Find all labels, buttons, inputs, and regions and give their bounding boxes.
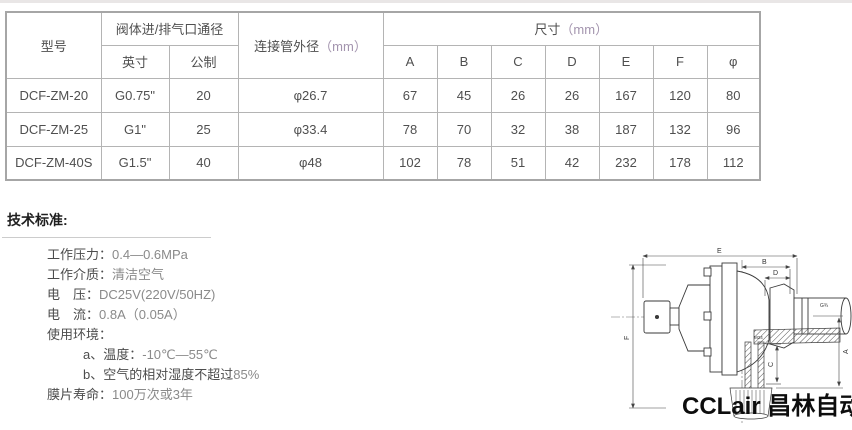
header-model: 型号 — [5, 11, 102, 79]
spec-current: 电 流：0.8A（0.05A） — [47, 307, 186, 322]
spec-humidity: b、空气的相对湿度不超过85% — [83, 367, 260, 382]
thread-labels: G¾ M24 — [754, 303, 829, 340]
cell-dim-d: 26 — [544, 77, 600, 113]
header-metric: 公制 — [168, 44, 239, 79]
cell-dim-e: 232 — [598, 145, 654, 181]
cell-dim-phi: 112 — [706, 145, 761, 181]
cell-dim-d: 38 — [544, 111, 600, 147]
header-dimensions: 尺寸（mm） — [382, 11, 761, 46]
tech-standards-heading: 技术标准: — [7, 212, 68, 228]
header-dim-f: F — [652, 44, 708, 79]
cell-dim-phi: 96 — [706, 111, 761, 147]
cell-pipe-od: φ33.4 — [237, 111, 384, 147]
header-dim-b: B — [436, 44, 492, 79]
cell-dim-a: 67 — [382, 77, 438, 113]
hatched-sections — [729, 327, 841, 420]
spec-working-pressure: 工作压力：0.4—0.6MPa — [47, 247, 188, 262]
thread-label-right: G¾ — [820, 303, 829, 309]
header-dim-e: E — [598, 44, 654, 79]
cell-dim-e: 167 — [598, 77, 654, 113]
cell-model: DCF-ZM-20 — [5, 77, 102, 113]
cell-metric: 20 — [168, 77, 239, 113]
spec-diaphragm-life: 膜片寿命：100万次或3年 — [47, 387, 193, 402]
cell-model: DCF-ZM-40S — [5, 145, 102, 181]
spec-working-medium: 工作介质：清洁空气 — [47, 267, 165, 282]
valve-spec-table: 型号 阀体进/排气口通径 连接管外径（mm） 尺寸（mm） 英寸 公制 A B … — [5, 11, 761, 181]
table-row: DCF-ZM-40S G1.5" 40 φ48 102 78 51 42 232… — [5, 145, 761, 181]
cell-pipe-od: φ48 — [237, 145, 384, 181]
spec-environment: 使用环境： — [47, 327, 113, 342]
dim-label-b: B — [762, 259, 767, 266]
cell-dim-e: 187 — [598, 111, 654, 147]
header-dim-phi: φ — [706, 44, 761, 79]
dim-label-a: A — [843, 349, 850, 354]
heading-divider — [2, 237, 211, 238]
spec-temperature: a、温度：-10℃—55℃ — [83, 347, 218, 362]
header-dimensions-unit: （mm） — [560, 22, 609, 38]
dim-label-e: E — [717, 248, 722, 255]
cell-metric: 25 — [168, 111, 239, 147]
dim-label-d: D — [773, 270, 778, 277]
header-dimensions-label: 尺寸 — [534, 22, 561, 38]
cell-pipe-od: φ26.7 — [237, 77, 384, 113]
header-pipe-od-label: 连接管外径 — [254, 38, 320, 54]
cell-inch: G0.75" — [100, 77, 170, 113]
dim-label-f: F — [624, 336, 631, 340]
table-row: DCF-ZM-20 G0.75" 20 φ26.7 67 45 26 26 16… — [5, 77, 761, 113]
cell-metric: 40 — [168, 145, 239, 181]
cell-dim-b: 78 — [436, 145, 492, 181]
cell-dim-c: 51 — [490, 145, 546, 181]
cell-dim-phi: 80 — [706, 77, 761, 113]
valve-technical-drawing: E B D F A C G¾ M24 — [608, 240, 852, 425]
spec-voltage: 电 压：DC25V(220V/50HZ) — [47, 287, 216, 302]
cell-dim-c: 26 — [490, 77, 546, 113]
header-dim-d: D — [544, 44, 600, 79]
cell-inch: G1.5" — [100, 145, 170, 181]
thread-label-bottom: M24 — [754, 335, 763, 340]
header-dim-c: C — [490, 44, 546, 79]
cell-dim-f: 132 — [652, 111, 708, 147]
dimension-lines — [629, 254, 843, 409]
cell-dim-a: 102 — [382, 145, 438, 181]
tech-standards-list: 工作压力：0.4—0.6MPa 工作介质：清洁空气 电 压：DC25V(220V… — [47, 245, 259, 405]
cell-inch: G1" — [100, 111, 170, 147]
table-row: DCF-ZM-25 G1" 25 φ33.4 78 70 32 38 187 1… — [5, 111, 761, 147]
header-dim-a: A — [382, 44, 438, 79]
dim-label-c: C — [768, 362, 775, 367]
cell-dim-a: 78 — [382, 111, 438, 147]
cell-dim-b: 45 — [436, 77, 492, 113]
cell-dim-b: 70 — [436, 111, 492, 147]
dimension-labels: E B D F A C — [624, 248, 850, 367]
cell-dim-f: 178 — [652, 145, 708, 181]
cell-dim-d: 42 — [544, 145, 600, 181]
header-inch: 英寸 — [100, 44, 170, 79]
top-divider — [0, 0, 852, 3]
cell-dim-c: 32 — [490, 111, 546, 147]
header-port-diameter: 阀体进/排气口通径 — [100, 11, 239, 46]
header-pipe-od-unit: （mm） — [319, 38, 367, 54]
valve-drawing-svg: E B D F A C G¾ M24 — [611, 248, 852, 423]
header-pipe-od: 连接管外径（mm） — [237, 11, 384, 79]
brand-watermark: CCLair 昌林自动化 — [682, 393, 852, 420]
cell-model: DCF-ZM-25 — [5, 111, 102, 147]
cell-dim-f: 120 — [652, 77, 708, 113]
